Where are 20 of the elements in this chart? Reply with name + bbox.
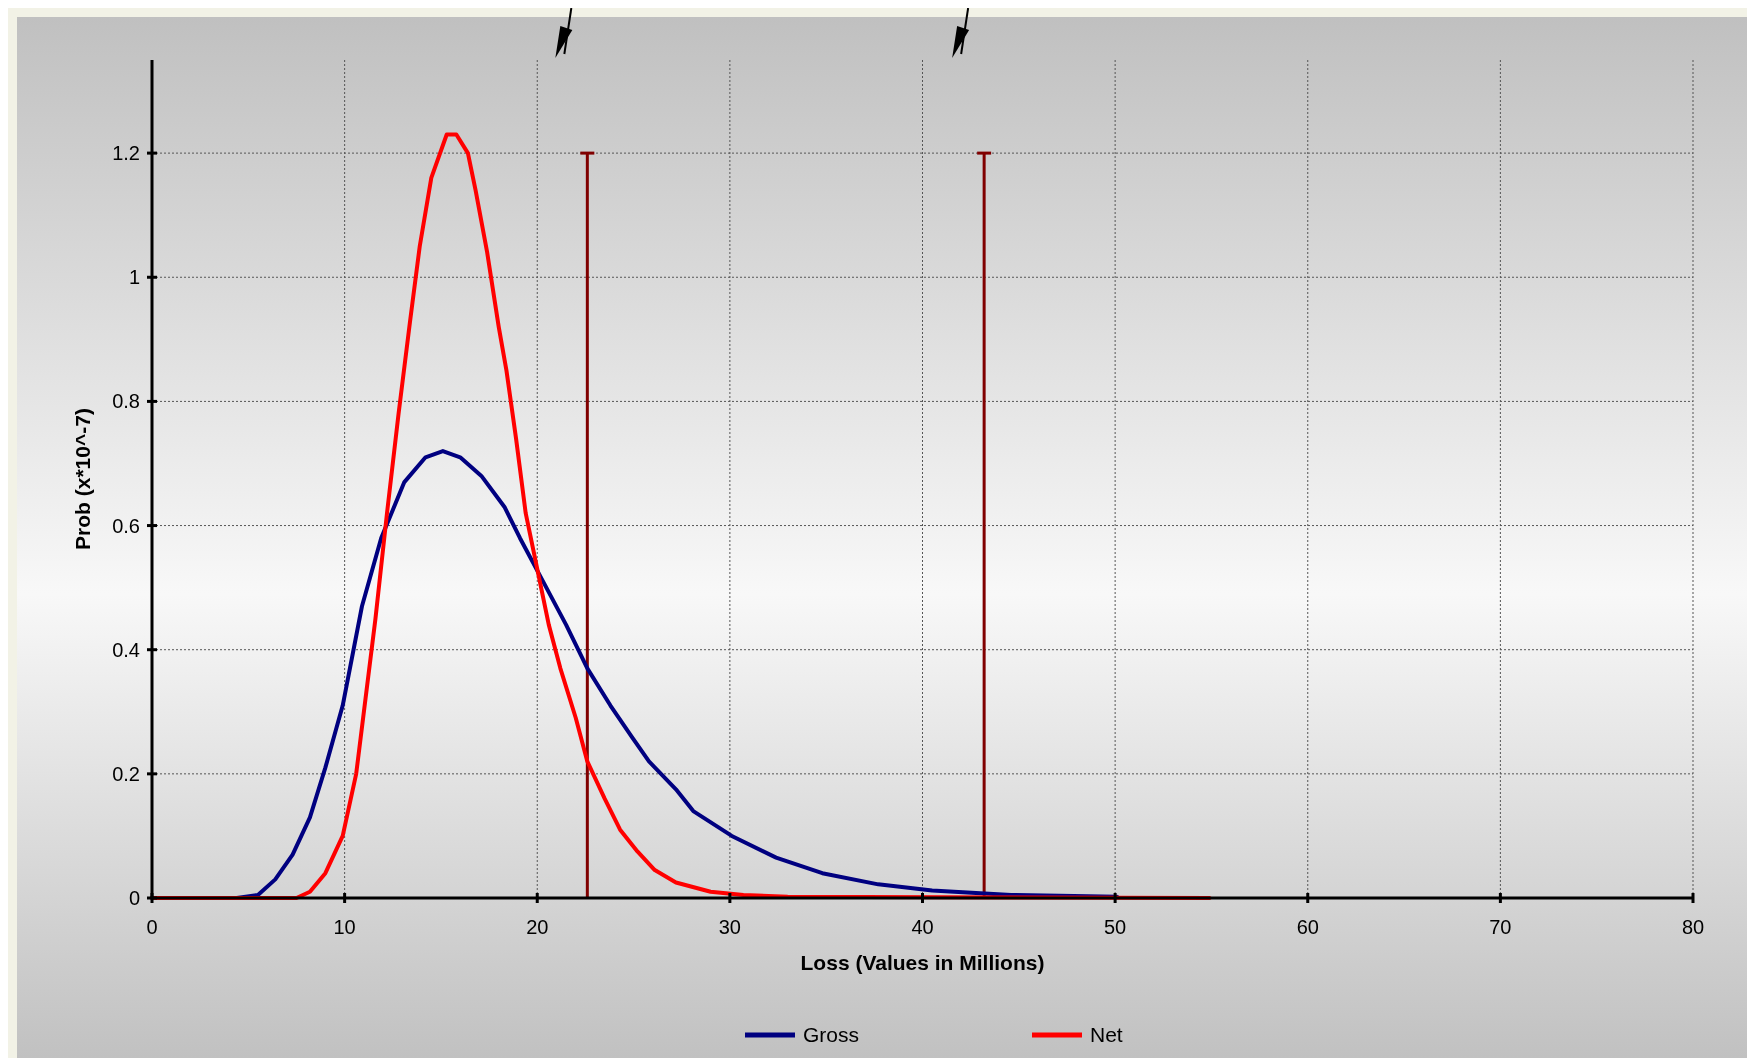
legend-label: Gross xyxy=(803,1023,860,1046)
legend-label: Net xyxy=(1090,1023,1123,1046)
x-tick-label: 40 xyxy=(911,916,934,938)
x-tick-label: 20 xyxy=(526,916,549,938)
x-axis-title: Loss (Values in Millions) xyxy=(800,951,1045,974)
y-axis-title: Prob (x*10^-7) xyxy=(71,408,94,550)
x-tick-label: 50 xyxy=(1104,916,1127,938)
y-tick-label: 0.2 xyxy=(112,762,140,785)
x-tick-label: 70 xyxy=(1489,916,1512,938)
y-tick-label: 1.2 xyxy=(112,142,140,165)
x-tick-label: 80 xyxy=(1681,916,1705,938)
y-tick-label: 0.8 xyxy=(112,390,140,413)
y-tick-label: 0.4 xyxy=(112,638,140,661)
y-tick-label: 0.6 xyxy=(112,514,140,537)
x-tick-label: 0 xyxy=(146,916,158,938)
x-tick-label: 30 xyxy=(718,916,741,938)
y-tick-label: 1 xyxy=(128,266,140,289)
x-tick-label: 60 xyxy=(1296,916,1319,938)
y-tick-label: 0 xyxy=(128,887,140,909)
x-tick-label: 10 xyxy=(333,916,356,938)
